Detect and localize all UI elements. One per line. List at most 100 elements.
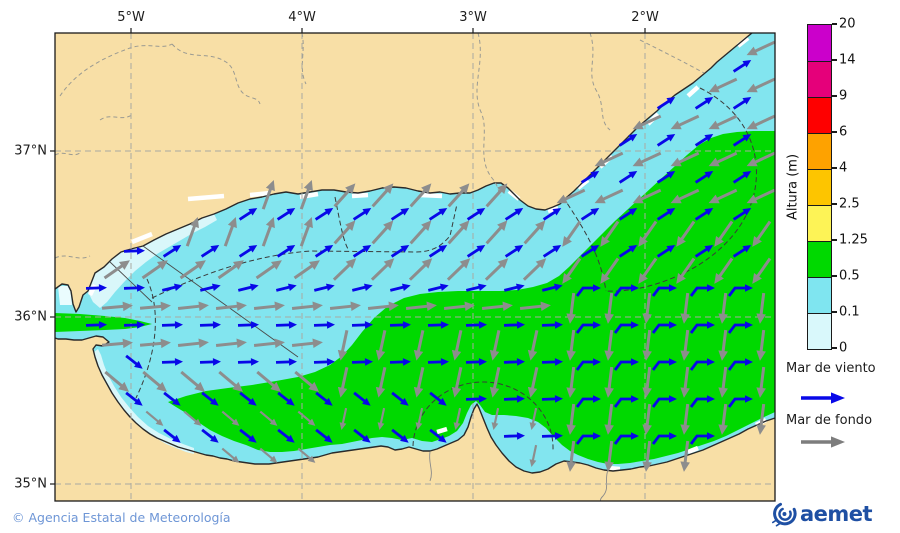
swell-arrow (329, 301, 361, 312)
wind-sea-arrow (732, 60, 752, 73)
admin-boundary (476, 33, 502, 197)
colorbar-tick (832, 167, 837, 169)
swell-arrow (215, 338, 247, 349)
swell-arrow (177, 338, 209, 349)
colorbar-tick (832, 23, 837, 25)
swell-arrow (485, 183, 508, 208)
wind-sea-arrow (465, 321, 487, 329)
wind-sea-arrow (315, 428, 333, 443)
colorbar-title: Altura (m) (785, 153, 801, 221)
wind-sea-arrow (314, 245, 334, 258)
wind-sea-arrow (161, 358, 183, 366)
river (429, 451, 432, 482)
wind-sea-arrow (656, 171, 676, 184)
swell-arrow (367, 301, 399, 312)
swell-arrow (180, 370, 206, 392)
africa-coastline (55, 335, 775, 474)
wind-sea-arrow (391, 391, 409, 406)
swell-arrow (299, 217, 313, 247)
admin-boundary (55, 255, 91, 259)
swell-arrow (297, 447, 316, 463)
swell-arrow (746, 114, 775, 130)
wind-sea-arrow (239, 428, 257, 443)
swell-arrow (101, 338, 133, 349)
wind-sea-arrow (541, 432, 563, 440)
wind-sea-arrow (465, 358, 487, 366)
swell-arrow (638, 257, 658, 284)
wind-sea-arrow (694, 134, 714, 147)
wind-sea-arrow (732, 171, 752, 184)
wind-sea-arrow (732, 245, 752, 258)
wind-sea-arrow (85, 321, 107, 329)
aemet-logo-text: aemet (800, 502, 873, 526)
swell-legend-label: Mar de fondo (786, 413, 873, 428)
wind-sea-arrow (575, 395, 601, 408)
colorbar-tick (832, 59, 837, 61)
swell-arrow (519, 301, 551, 312)
wind-sea-arrow (199, 321, 221, 329)
wind-sea-arrow (656, 245, 676, 258)
swell-arrow (566, 403, 576, 435)
swell-arrow (566, 440, 576, 472)
swell-arrow (604, 440, 614, 472)
wind-sea-arrow (651, 321, 677, 334)
colorbar-segment (808, 313, 831, 349)
wind-sea-arrow (161, 321, 183, 329)
colorbar-tick (832, 131, 837, 133)
wind-sea-arrow (123, 321, 145, 329)
swell-arrow (409, 183, 432, 208)
latitude-label: 37°N (14, 143, 47, 159)
swell-arrow (408, 258, 433, 281)
wind-sea-arrow (613, 395, 639, 408)
wind-sea-arrow (314, 208, 334, 221)
wind-sea-arrow (580, 245, 600, 258)
wind-sea-arrow (353, 428, 371, 443)
wind-sea-arrow (427, 283, 449, 292)
wind-sea-arrow (389, 358, 411, 366)
longitude-label: 2°W (631, 10, 659, 25)
wind-sea-arrow (351, 283, 373, 292)
colorbar-tick (832, 311, 837, 313)
wind-sea-arrow (390, 208, 410, 221)
swell-arrow (632, 151, 662, 167)
wind-sea-arrow (429, 391, 447, 406)
swell-arrow (179, 260, 206, 280)
wind-sea-arrow (315, 391, 333, 406)
wind-sea-arrow (123, 247, 145, 255)
wind-sea-arrow (618, 171, 638, 184)
swell-arrow (481, 301, 513, 312)
wind-sea-arrow (428, 245, 448, 258)
swell-arrow (485, 220, 508, 245)
coastal-gap (576, 178, 590, 190)
swell-arrow-icon (801, 436, 845, 448)
colorbar-tick-label: 0.1 (839, 304, 860, 320)
wind-sea-arrow (541, 358, 563, 366)
swell-arrow (746, 151, 775, 167)
swell-arrow (566, 329, 576, 361)
swell-arrow (604, 366, 614, 398)
wind-sea-arrow (727, 358, 753, 371)
swell-arrow (491, 407, 500, 430)
wind-sea-arrow (200, 245, 220, 258)
wind-sea-arrow (694, 97, 714, 110)
swell-arrow (104, 370, 130, 392)
swell-arrow (680, 440, 690, 472)
swell-arrow (413, 366, 425, 398)
wind-sea-arrow (542, 245, 562, 258)
wind-sea-arrow (580, 171, 600, 184)
wind-sea-arrow (694, 208, 714, 221)
swell-arrow (566, 292, 576, 324)
swell-arrow (375, 366, 387, 398)
swell-arrow (375, 329, 387, 361)
colorbar-segment (808, 61, 831, 97)
longitude-label: 4°W (288, 10, 316, 25)
swell-arrow (297, 410, 316, 426)
coastal-gap (736, 36, 750, 48)
swell-arrow (145, 410, 164, 426)
wind-sea-arrow (465, 395, 487, 403)
colorbar-tick-label: 0.5 (839, 268, 860, 284)
swell-arrow (339, 407, 348, 430)
swell-arrow (299, 180, 313, 210)
swell-arrow (638, 220, 658, 247)
